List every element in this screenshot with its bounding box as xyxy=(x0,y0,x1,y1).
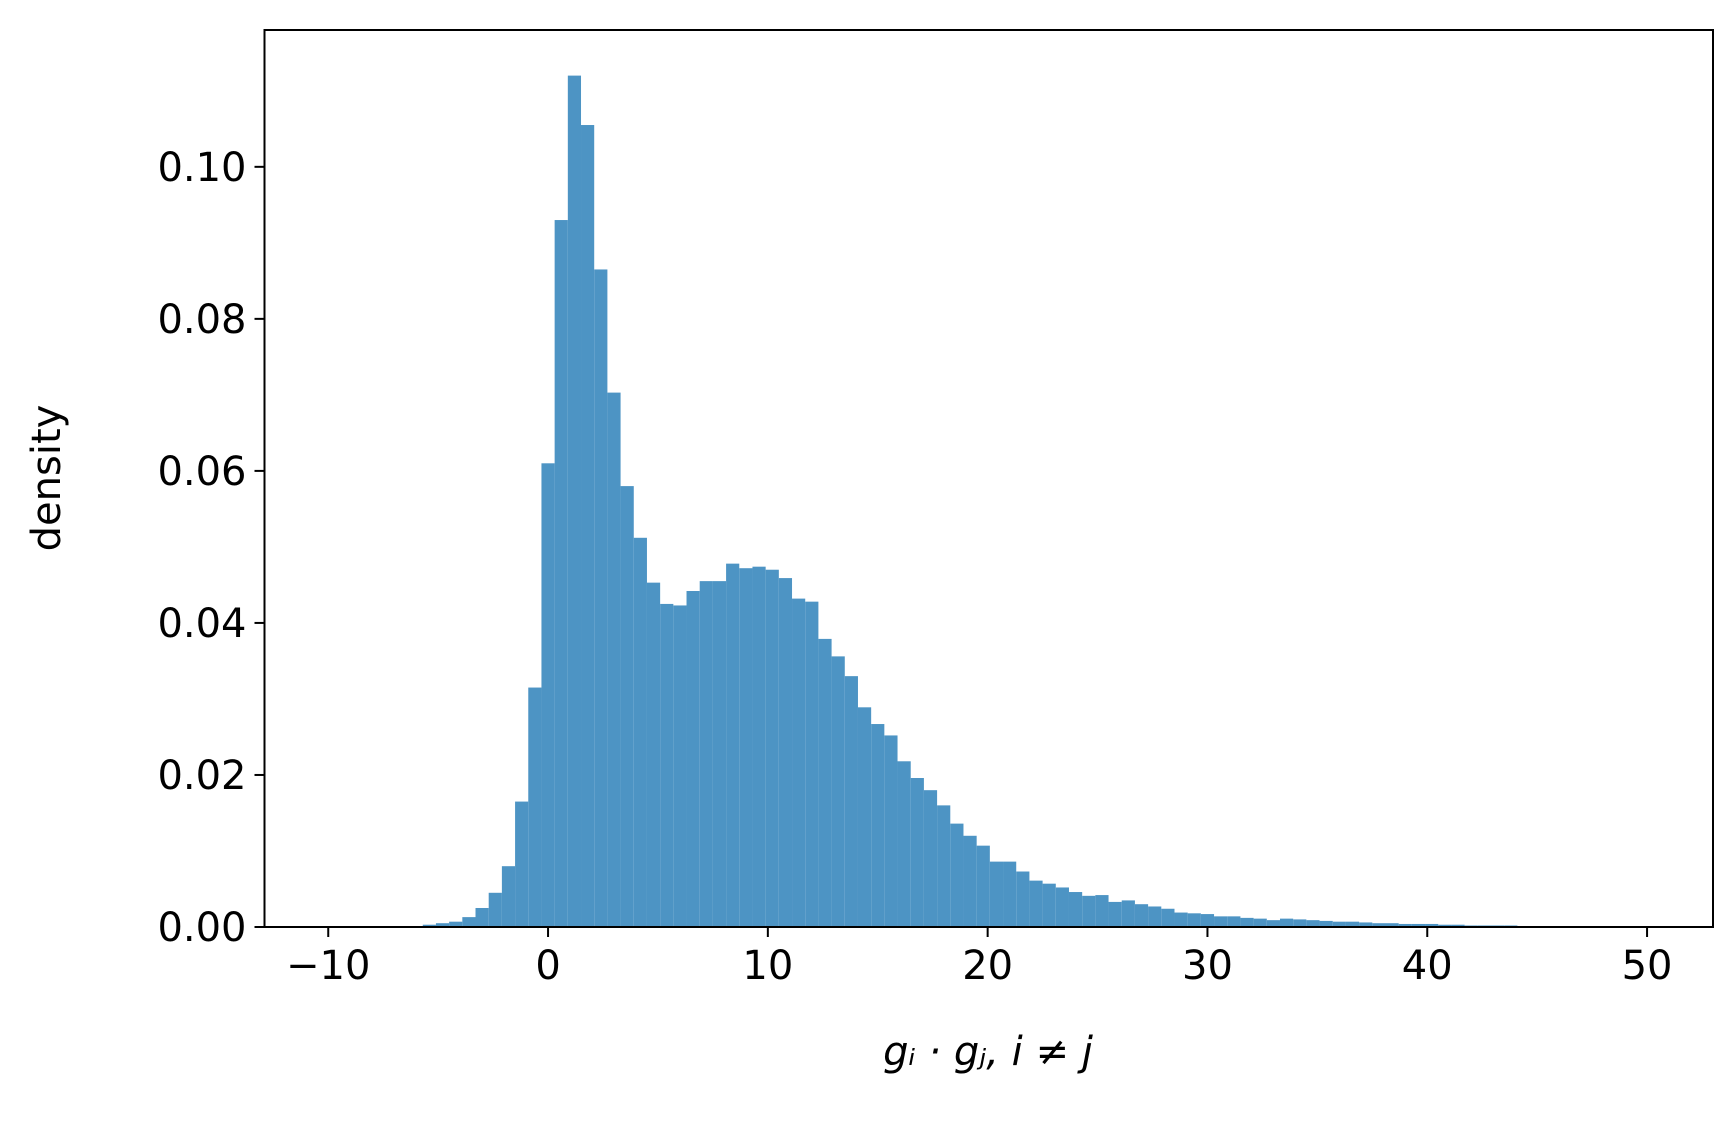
bar xyxy=(1345,921,1360,927)
bar xyxy=(752,566,766,927)
bar xyxy=(1279,918,1294,927)
bar xyxy=(1095,895,1109,927)
bar xyxy=(435,923,450,927)
y-tick-label: 0.06 xyxy=(157,449,246,495)
bar xyxy=(422,924,436,927)
y-tick-label: 0.08 xyxy=(157,297,246,343)
bar xyxy=(567,75,582,927)
bar xyxy=(950,823,964,927)
bar xyxy=(1411,923,1426,927)
bar xyxy=(910,778,924,927)
bar xyxy=(1068,892,1083,927)
bar xyxy=(1082,895,1096,927)
y-tick-label: 0.02 xyxy=(157,753,246,799)
bar xyxy=(831,656,845,927)
bar xyxy=(1438,924,1452,927)
bar xyxy=(1227,916,1241,927)
bar xyxy=(554,220,568,928)
bar xyxy=(1372,923,1386,927)
x-tick-label: 50 xyxy=(1622,943,1673,989)
bar xyxy=(699,581,713,927)
bar xyxy=(1016,871,1030,927)
bar xyxy=(1042,883,1056,927)
bar xyxy=(884,735,898,927)
bar xyxy=(765,569,779,927)
bar xyxy=(989,861,1004,927)
y-axis-label: density xyxy=(24,405,70,552)
bar xyxy=(620,486,634,927)
bar xyxy=(1385,923,1399,927)
y-tick-label: 0.10 xyxy=(157,145,246,191)
bar xyxy=(976,845,990,927)
bar xyxy=(1003,861,1017,927)
x-tick-label: −10 xyxy=(286,943,370,989)
bar xyxy=(1055,887,1069,927)
bar xyxy=(646,582,661,927)
bar xyxy=(857,707,872,927)
bar xyxy=(1332,921,1346,927)
bar xyxy=(488,892,502,927)
bar xyxy=(515,801,529,927)
bar xyxy=(1266,920,1280,927)
bar xyxy=(1451,924,1465,927)
x-tick-label: 0 xyxy=(535,943,560,989)
bar xyxy=(1108,901,1122,927)
bar xyxy=(475,907,489,927)
bar xyxy=(1240,917,1254,927)
bar xyxy=(963,835,977,927)
bar xyxy=(1161,908,1175,927)
bar xyxy=(1425,923,1439,927)
bar xyxy=(937,805,951,927)
bar xyxy=(923,790,938,927)
y-tick-label: 0.04 xyxy=(157,601,246,647)
bar xyxy=(501,866,516,927)
bar xyxy=(1253,918,1267,927)
bar xyxy=(607,392,621,928)
bar xyxy=(633,537,647,927)
bar xyxy=(462,917,476,927)
bar xyxy=(1398,923,1412,927)
bar xyxy=(1214,916,1228,927)
bar xyxy=(1174,912,1188,927)
bar xyxy=(1029,880,1043,927)
bar xyxy=(449,921,463,927)
bar xyxy=(897,761,911,927)
x-tick-label: 10 xyxy=(742,943,793,989)
bar xyxy=(581,125,595,928)
bar xyxy=(778,578,793,927)
bar xyxy=(594,269,608,928)
bar xyxy=(1306,920,1320,927)
bar xyxy=(792,598,806,927)
bar xyxy=(1293,919,1307,927)
bar xyxy=(1319,920,1333,927)
bar xyxy=(1134,904,1149,927)
bar xyxy=(818,638,832,927)
bar xyxy=(686,591,700,927)
bar xyxy=(844,676,858,927)
bar xyxy=(871,724,885,927)
bar xyxy=(1187,913,1201,927)
x-tick-label: 20 xyxy=(962,943,1013,989)
bar xyxy=(1200,914,1215,927)
y-tick-label: 0.00 xyxy=(157,905,246,951)
bar xyxy=(1121,900,1135,927)
bar xyxy=(660,603,674,927)
x-tick-label: 30 xyxy=(1182,943,1233,989)
bar xyxy=(726,563,740,927)
x-axis-label: gᵢ · gⱼ, i ≠ j xyxy=(883,1029,1094,1075)
bar xyxy=(673,605,687,927)
plot-frame xyxy=(263,29,1714,928)
bar xyxy=(1359,922,1373,927)
bar xyxy=(541,463,555,927)
bar xyxy=(1148,906,1162,927)
bar xyxy=(739,568,753,927)
x-tick-label: 40 xyxy=(1402,943,1453,989)
bar xyxy=(805,601,819,927)
bar xyxy=(712,581,727,927)
bar xyxy=(528,687,542,927)
